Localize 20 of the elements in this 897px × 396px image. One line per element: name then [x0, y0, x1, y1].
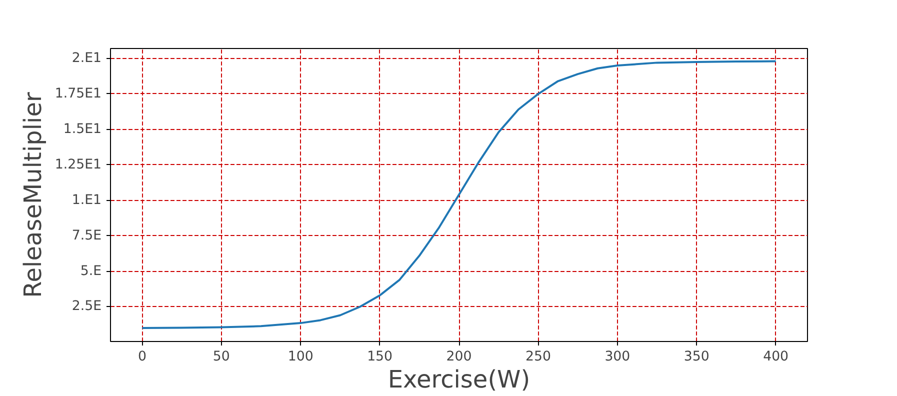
- x-tick-label: 250: [525, 350, 551, 364]
- y-axis-title: ReleaseMultiplier: [18, 92, 47, 298]
- x-axis-title: Exercise(W): [388, 366, 530, 394]
- x-tick-label: 0: [138, 350, 146, 364]
- line-series: [141, 60, 777, 330]
- x-tick-label: 350: [684, 350, 710, 364]
- x-tick-label: 400: [763, 350, 789, 364]
- y-tick-label: 5.E: [80, 264, 102, 279]
- x-tick-label: 300: [604, 350, 630, 364]
- x-tick-label: 200: [446, 350, 472, 364]
- x-tick-label: 150: [367, 350, 393, 364]
- x-tick-label: 50: [212, 350, 230, 364]
- x-tick-label: 100: [288, 350, 314, 364]
- y-tick-label: 7.5E: [72, 228, 102, 244]
- y-tick-label: 2.5E: [72, 299, 102, 314]
- y-tick-label: 1.E1: [72, 192, 102, 208]
- y-tick-label: 1.25E1: [54, 157, 102, 172]
- y-tick-label: 1.75E1: [54, 86, 102, 102]
- y-tick-label: 1.5E1: [63, 122, 102, 137]
- y-tick-label: 2.E1: [72, 50, 102, 66]
